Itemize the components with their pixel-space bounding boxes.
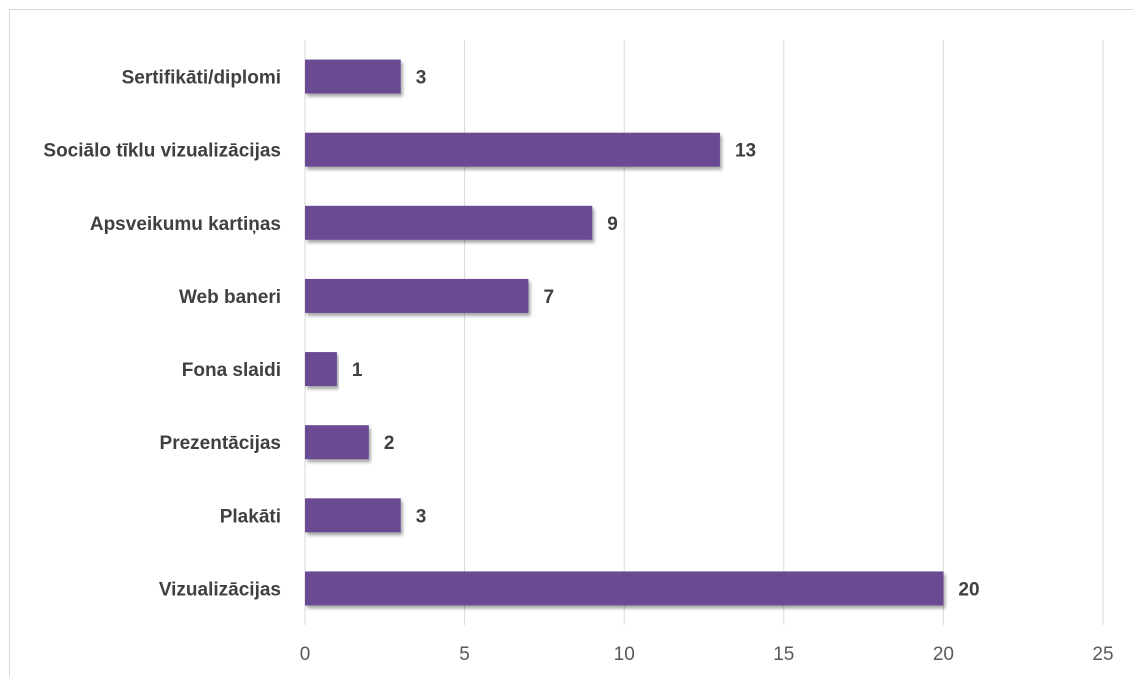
data-label: 1 [352, 360, 363, 381]
category-label: Sertifikāti/diplomi [122, 68, 281, 89]
chart-frame [9, 9, 1133, 677]
x-tick-label: 25 [1092, 644, 1113, 665]
category-label: Web baneri [179, 287, 281, 308]
gridlines [304, 40, 1104, 625]
bar [305, 278, 529, 313]
bar [305, 498, 401, 533]
bar [305, 352, 337, 387]
bar [305, 59, 401, 94]
category-label: Sociālo tīklu vizualizācijas [43, 141, 281, 162]
category-label: Apsveikumu kartiņas [90, 214, 281, 235]
data-label: 3 [416, 506, 427, 527]
x-axis-tick-labels: 0 5 10 15 20 25 [300, 644, 1114, 665]
data-label: 20 [958, 579, 979, 600]
category-label: Vizualizācijas [159, 579, 281, 600]
data-label: 3 [416, 68, 427, 89]
category-label: Prezentācijas [160, 433, 281, 454]
data-label: 9 [607, 214, 618, 235]
bar [305, 571, 944, 606]
x-tick-label: 5 [459, 644, 470, 665]
bar [305, 132, 720, 167]
x-tick-label: 10 [614, 644, 635, 665]
category-label: Plakāti [220, 506, 281, 527]
category-label: Fona slaidi [182, 360, 281, 381]
x-tick-label: 20 [933, 644, 954, 665]
bars [305, 59, 944, 606]
data-label: 13 [735, 141, 756, 162]
bar [305, 425, 369, 460]
category-labels: Sertifikāti/diplomi Sociālo tīklu vizuali… [43, 68, 281, 601]
value-labels: 3 13 9 7 1 2 3 20 [352, 68, 980, 601]
x-tick-label: 0 [300, 644, 311, 665]
x-tick-label: 15 [773, 644, 794, 665]
data-label: 7 [543, 287, 554, 308]
bar [305, 205, 593, 240]
data-label: 2 [384, 433, 395, 454]
